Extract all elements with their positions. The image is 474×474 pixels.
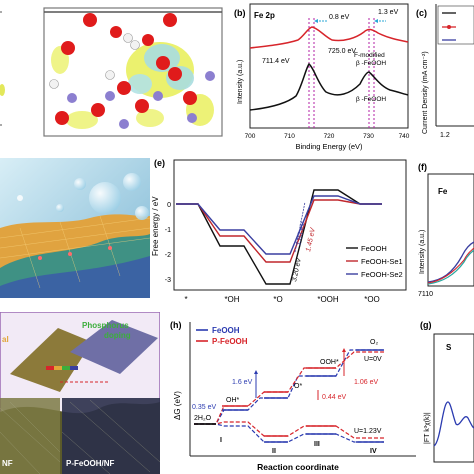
panel-b-xtick: 740 — [399, 133, 410, 140]
panel-h-ylabel: ΔG (eV) — [173, 391, 182, 420]
panel-g-ylabel: |FT k³χ(k)| — [424, 412, 431, 444]
illus-pfeooh-nf: P-FeOOH/NF — [66, 459, 115, 468]
panel-h-legend-0: FeOOH — [212, 326, 240, 335]
panel-b-xtick: 730 — [363, 133, 374, 140]
panel-e-xtick: * — [184, 295, 187, 304]
panel-e-xtick: *OO — [364, 295, 380, 304]
panel-f-element: Fe — [438, 187, 448, 196]
panel-e-xtick: *OOH — [317, 295, 339, 304]
panel-e-ann2: 1.45 eV — [305, 226, 317, 252]
panel-e-legend-2: FeOOH-Se2 — [361, 270, 403, 279]
panel-b-shift2: 1.3 eV — [378, 9, 399, 16]
panel-b-xticks: 700 710 720 730 740 — [245, 133, 410, 140]
panel-h-species-3: OOH* — [320, 359, 339, 366]
panel-c-ylabel: Current Density (mA cm⁻²) — [422, 51, 429, 134]
panel-b-peak2: 725.0 eV — [328, 48, 356, 55]
panel-e-xtick: *O — [273, 295, 282, 304]
panel-h-u123: U=1.23V — [354, 428, 382, 435]
panel-h-e2: 0.35 eV — [192, 404, 216, 411]
panel-f-tick: 7110 — [418, 291, 433, 298]
panel-e-ytick: 0 — [167, 202, 171, 209]
panel-f-chart: (f) Fe Intensity (a.u.) 7110 — [412, 156, 474, 308]
panel-d-illustration — [0, 158, 150, 298]
panel-h-step-1: II — [272, 448, 276, 455]
panel-e-legend: FeOOH FeOOH-Se1 FeOOH-Se2 — [346, 244, 403, 279]
panel-g-chart: (g) S |FT k³χ(k)| — [418, 316, 474, 474]
panel-h-step-3: IV — [370, 448, 377, 455]
panel-h-delta-g-chart: (h) ΔG (eV) FeOOH P-FeOOH 1.6 eV 0.35 eV — [168, 316, 418, 474]
panel-e-ann3: 3.20 eV — [291, 256, 303, 282]
panel-b-xtick: 720 — [324, 133, 335, 140]
panel-b-label-mod2: β -FeOOH — [356, 60, 386, 67]
panel-b-ylabel: Intensity (a.u.) — [237, 60, 244, 104]
panel-b-label-mod: F-modified — [354, 52, 385, 59]
panel-b-xtick: 700 — [245, 133, 256, 140]
panel-e-yticks: 0 -1 -2 -3 — [165, 202, 171, 284]
panel-h-step-0: I — [220, 437, 222, 444]
panel-e-series-feooh — [176, 189, 382, 285]
panel-b-peak1: 711.4 eV — [262, 58, 290, 65]
panel-e-free-energy-chart: (e) Free energy / eV 0 -1 -2 -3 * *OH *O… — [150, 156, 412, 308]
panel-b-xtick: 710 — [284, 133, 295, 140]
panel-f-ylabel: Intensity (a.u.) — [419, 230, 426, 274]
panel-e-series-feooh-se2 — [176, 195, 382, 255]
panel-b-shift1: 0.8 eV — [329, 14, 350, 21]
panel-e-xticks: * *OH *O *OOH *OO — [184, 295, 379, 304]
panel-e-letter: (e) — [154, 158, 165, 168]
panel-illustration-phosphorus: Phosphorus doping al NF P-FeOOH/NF — [0, 312, 160, 474]
panel-h-species-4: O₂ — [370, 339, 378, 346]
panel-a-molecular-model — [0, 0, 226, 142]
panel-e-series-feooh-se1 — [176, 199, 382, 263]
illus-phosphorus: Phosphorus — [82, 321, 129, 330]
panel-b-letter: (b) — [234, 8, 246, 18]
panel-h-e3: 1.06 eV — [354, 379, 378, 386]
illus-doping: doping — [104, 331, 131, 340]
panel-c-tick: 1.2 — [440, 132, 450, 139]
panel-c-letter: (c) — [416, 8, 427, 18]
panel-e-ytick: -3 — [165, 277, 171, 284]
panel-h-e1: 1.6 eV — [232, 379, 253, 386]
panel-b-xlabel: Binding Energy (eV) — [295, 142, 363, 151]
panel-g-letter: (g) — [420, 320, 432, 330]
panel-b-xps-chart: (b) Fe 2p Intensity (a.u.) 0.8 eV 1.3 eV… — [228, 0, 412, 152]
panel-h-species-0: 2H₂O — [194, 415, 212, 422]
panel-f-letter: (f) — [418, 162, 427, 172]
panel-h-letter: (h) — [170, 320, 182, 330]
illus-nf: NF — [2, 459, 13, 468]
panel-h-species-2: O* — [294, 383, 302, 390]
panel-h-species-1: OH* — [226, 397, 240, 404]
panel-e-ytick: -2 — [165, 252, 171, 259]
panel-e-ytick: -1 — [165, 227, 171, 234]
panel-e-ann1: 1.83 eV — [295, 220, 307, 246]
panel-h-e4: 0.44 eV — [322, 394, 346, 401]
panel-e-ylabel: Free energy / eV — [151, 196, 160, 256]
panel-h-xlabel: Reaction coordinate — [257, 462, 339, 472]
panel-e-legend-1: FeOOH-Se1 — [361, 257, 403, 266]
panel-h-legend-1: P-FeOOH — [212, 337, 248, 346]
panel-e-xtick: *OH — [224, 295, 239, 304]
panel-h-step-2: III — [314, 441, 320, 448]
panel-c-chart: (c) Current Density (mA cm⁻²) 1.2 — [412, 0, 474, 152]
panel-e-legend-0: FeOOH — [361, 244, 387, 253]
panel-g-element: S — [446, 343, 452, 352]
panel-b-label-plain: β -FeOOH — [356, 96, 386, 103]
panel-h-u0: U=0V — [364, 356, 382, 363]
illus-al: al — [2, 335, 9, 344]
panel-b-element: Fe 2p — [254, 11, 275, 20]
